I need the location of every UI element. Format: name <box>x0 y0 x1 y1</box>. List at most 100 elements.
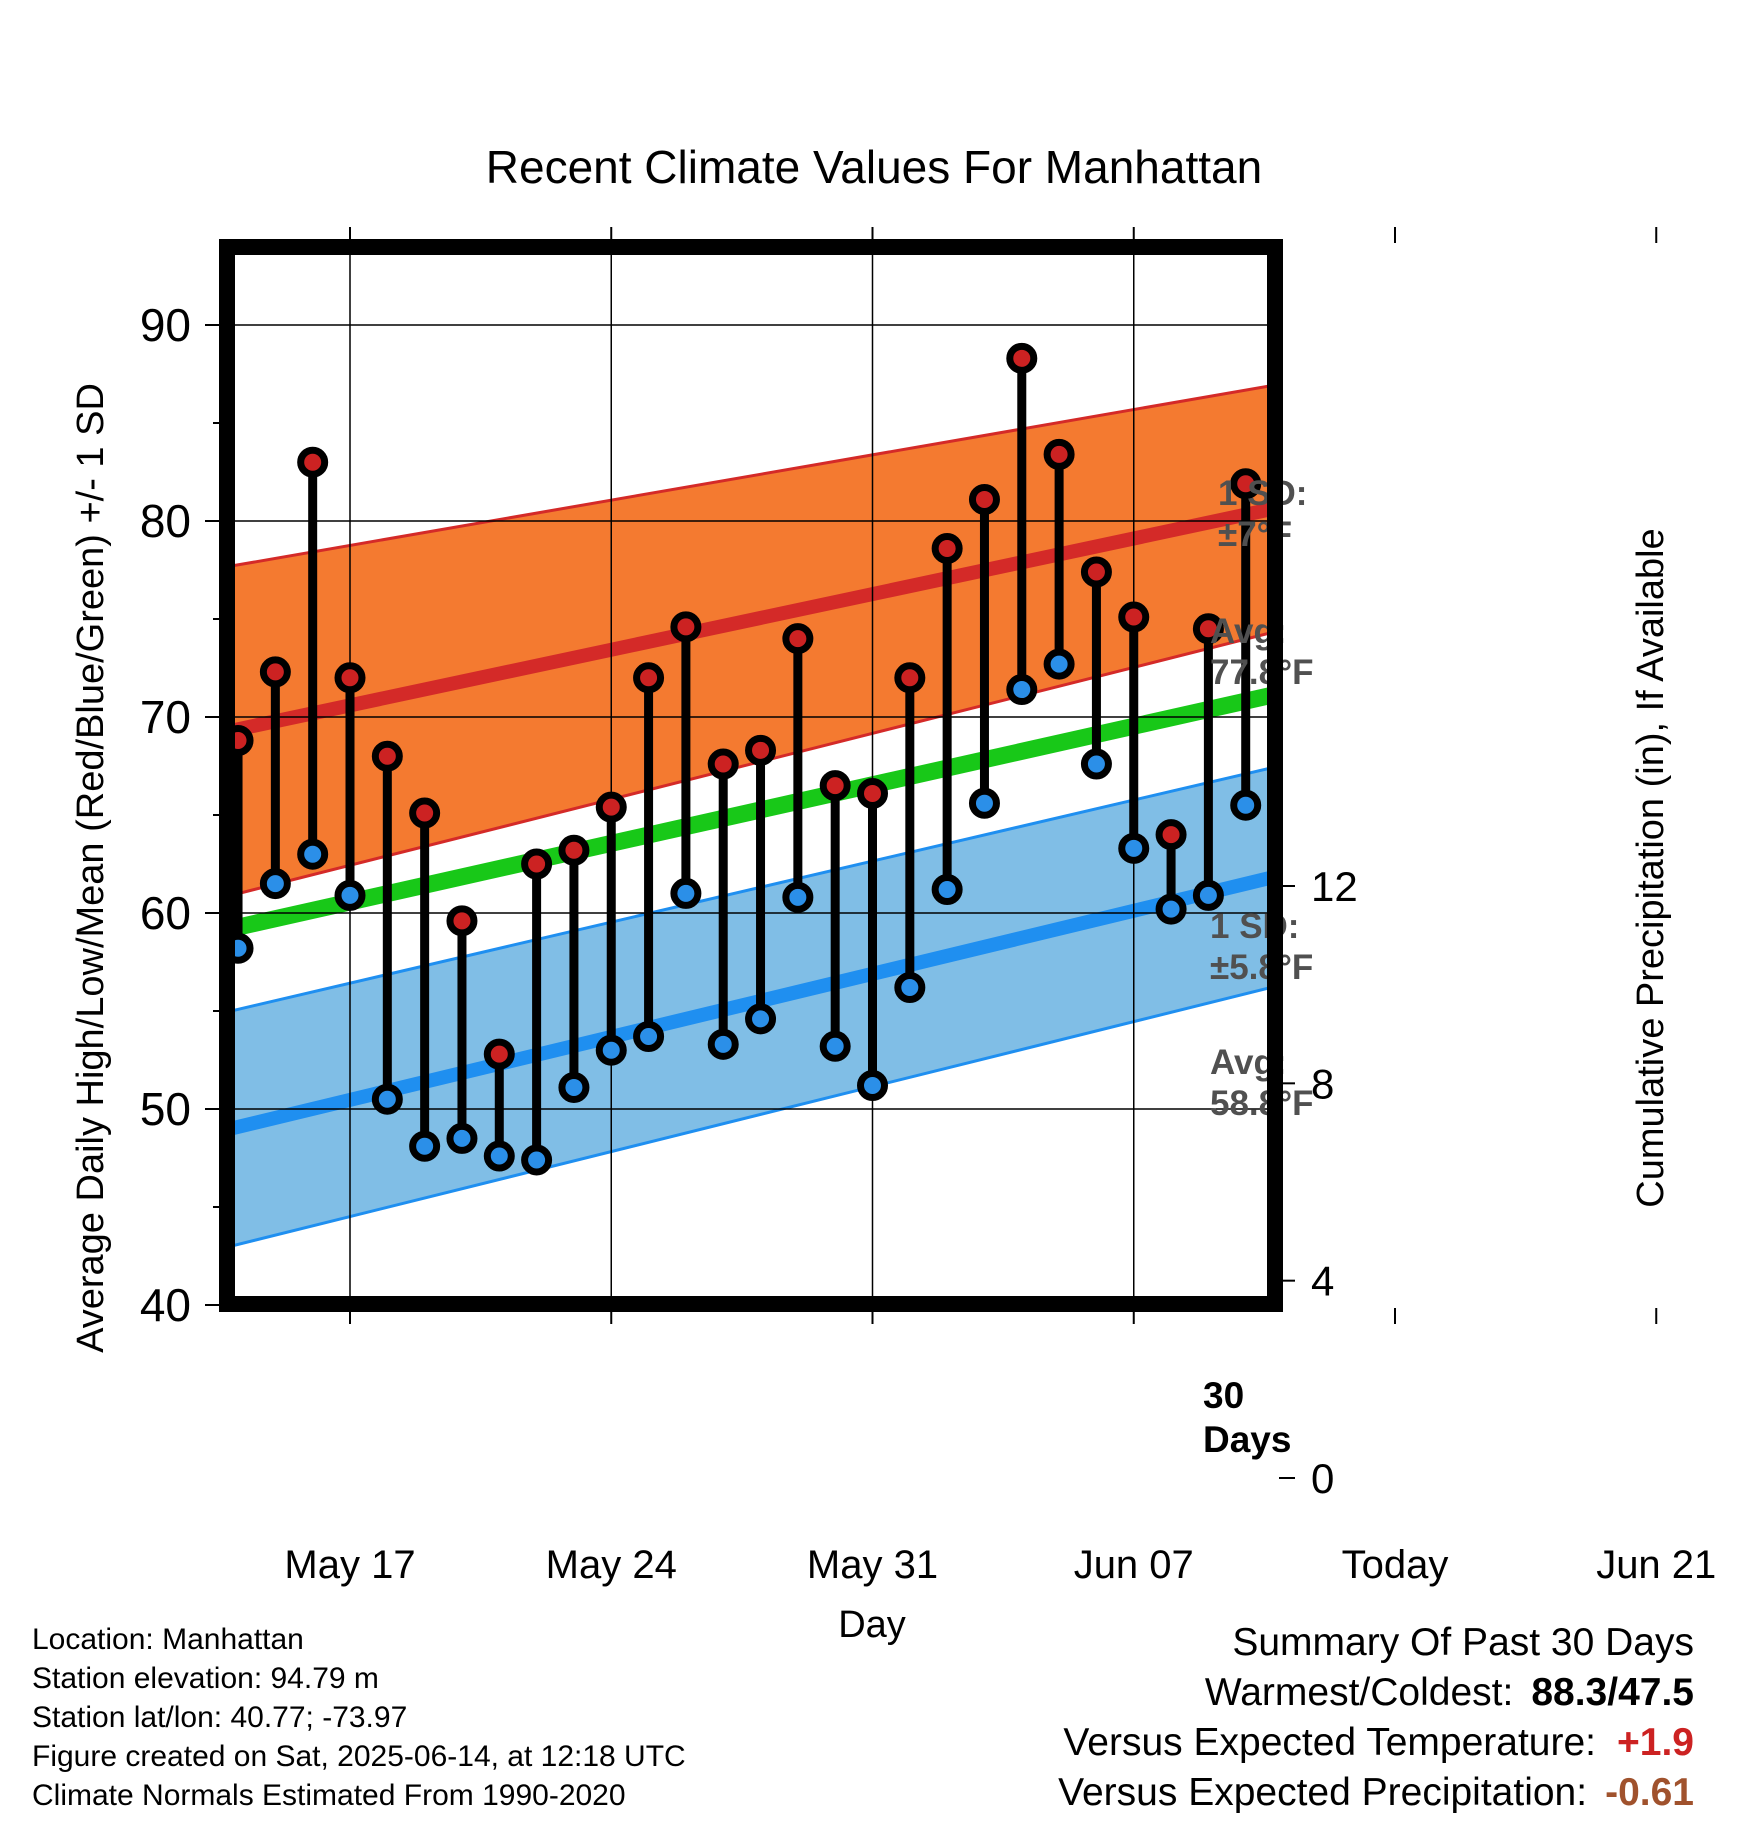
y2-axis-title: Cumulative Precipitation (in), If Availa… <box>1630 528 1672 1207</box>
y-tick-label: 50 <box>140 1083 191 1135</box>
y-axis-title: Average Daily High/Low/Mean (Red/Blue/Gr… <box>70 383 112 1353</box>
daily-high-point <box>521 848 553 880</box>
daily-low-point <box>782 881 814 913</box>
daily-low-point <box>1043 648 1075 680</box>
x-axis-title: Day <box>838 1604 906 1646</box>
daily-low-point <box>334 879 366 911</box>
high-avg-annotation: Avg: 77.8°F <box>1210 612 1314 692</box>
summary-precip-label: Versus Expected Precipitation: <box>1058 1771 1588 1814</box>
daily-high-point <box>1006 342 1038 374</box>
y-tick-label: 70 <box>140 691 191 743</box>
daily-low-point <box>521 1144 553 1176</box>
daily-high-point <box>633 662 665 694</box>
low-sd-annotation-line: 1 SD: <box>1210 907 1299 946</box>
y-tick-label: 80 <box>140 495 191 547</box>
daily-high-point <box>857 777 888 809</box>
y2-tick-label: 8 <box>1311 1060 1334 1107</box>
plot-frame <box>219 239 1283 1312</box>
today-days-annotation-line: 30 <box>1203 1375 1244 1416</box>
daily-low-point <box>595 1034 627 1066</box>
daily-points <box>231 342 1332 1176</box>
daily-low-point <box>1118 832 1150 864</box>
daily-low-point <box>1308 772 1332 796</box>
normal-high-line <box>231 502 1271 738</box>
y-axis-left: 40 50 60 70 80 90 <box>140 299 223 1331</box>
summary-temp-row: Versus Expected Temperature: +1.9 <box>1058 1718 1694 1768</box>
x-tick-label: Today <box>1342 1543 1449 1587</box>
y2-tick-label: 12 <box>1311 863 1358 910</box>
summary-temp-label: Versus Expected Temperature: <box>1063 1721 1596 1764</box>
x-tick-label: Jun 21 <box>1596 1543 1716 1587</box>
daily-low-point <box>1230 789 1262 821</box>
high-sd-band <box>231 385 1271 896</box>
low-avg-annotation: Avg: 58.8°F <box>1210 1043 1314 1123</box>
today-days-annotation: 30 Days <box>1203 1375 1291 1460</box>
daily-high-point <box>446 905 478 937</box>
station-info: Location: Manhattan Station elevation: 9… <box>32 1620 686 1815</box>
summary-precip-row: Versus Expected Precipitation: -0.61 <box>1058 1768 1694 1818</box>
y2-tick-label: 4 <box>1311 1258 1334 1305</box>
low-sd-annotation: 1 SD: ±5.8°F <box>1210 907 1313 987</box>
high-avg-marker <box>1381 550 1409 578</box>
x-tick-label: May 17 <box>284 1543 415 1587</box>
daily-low-point <box>670 877 702 909</box>
daily-high-point <box>595 791 627 823</box>
summary-warm-cold-row: Warmest/Coldest: 88.3/47.5 <box>1058 1668 1694 1718</box>
info-normals: Climate Normals Estimated From 1990-2020 <box>32 1779 626 1812</box>
daily-low-point <box>231 932 254 964</box>
daily-high-point <box>1118 601 1150 633</box>
normal-low-line <box>231 870 1271 1136</box>
summary-heading: Summary Of Past 30 Days <box>1232 1621 1694 1664</box>
x-tick-label: May 31 <box>807 1543 938 1587</box>
daily-high-point <box>297 446 329 478</box>
summary-warm-cold-label: Warmest/Coldest: <box>1204 1671 1514 1714</box>
plot-area <box>231 251 1409 1478</box>
low-avg-annotation-line: 58.8°F <box>1210 1084 1314 1123</box>
y-tick-label: 60 <box>140 887 191 939</box>
y-tick-label: 90 <box>140 299 191 351</box>
x-tick-label: May 24 <box>546 1543 677 1587</box>
today-days-annotation-line: Days <box>1203 1419 1291 1460</box>
summary-precip-value: -0.61 <box>1605 1771 1694 1814</box>
daily-low-point <box>1080 748 1112 780</box>
daily-low-point <box>857 1069 888 1101</box>
daily-high-point <box>483 1038 515 1070</box>
summary-panel: Summary Of Past 30 Days Warmest/Coldest:… <box>1058 1618 1694 1818</box>
info-latlon: Station lat/lon: 40.77; -73.97 <box>32 1701 408 1734</box>
daily-low-point <box>968 787 1000 819</box>
info-created: Figure created on Sat, 2025-06-14, at 12… <box>32 1740 686 1773</box>
daily-low-point <box>1006 674 1038 706</box>
daily-high-point <box>409 797 441 829</box>
high-avg-annotation-line: 77.8°F <box>1210 653 1314 692</box>
chart-title: Recent Climate Values For Manhattan <box>485 141 1263 193</box>
daily-high-point <box>782 623 814 655</box>
daily-high-point <box>1192 613 1224 645</box>
y-tick-label: 40 <box>140 1279 191 1331</box>
x-axis: May 17 May 24 May 31 Jun 07 Today Jun 21 <box>284 227 1716 1587</box>
daily-low-point <box>707 1028 739 1060</box>
daily-low-point <box>297 838 329 870</box>
daily-high-point <box>707 748 739 780</box>
daily-high-point <box>231 725 254 757</box>
daily-high-point <box>968 483 1000 515</box>
summary-warm-cold-value: 88.3/47.5 <box>1531 1671 1694 1714</box>
precip-area <box>231 1325 1271 1478</box>
daily-high-point <box>371 740 403 772</box>
daily-low-point <box>371 1083 403 1115</box>
daily-high-point <box>558 834 590 866</box>
daily-low-point <box>819 1030 851 1062</box>
daily-high-point <box>334 662 366 694</box>
daily-high-point <box>259 656 291 688</box>
daily-high-point <box>1043 438 1075 470</box>
daily-low-point <box>633 1020 665 1052</box>
high-band-upper-edge <box>231 384 1271 568</box>
daily-high-point <box>1155 819 1187 851</box>
y2-tick-label: 0 <box>1311 1455 1334 1502</box>
daily-high-point <box>894 662 926 694</box>
daily-low-point <box>894 971 926 1003</box>
low-sd-annotation-line: ±5.8°F <box>1210 948 1313 987</box>
daily-high-point <box>745 734 777 766</box>
daily-low-point <box>931 873 963 905</box>
daily-low-point <box>745 1003 777 1035</box>
